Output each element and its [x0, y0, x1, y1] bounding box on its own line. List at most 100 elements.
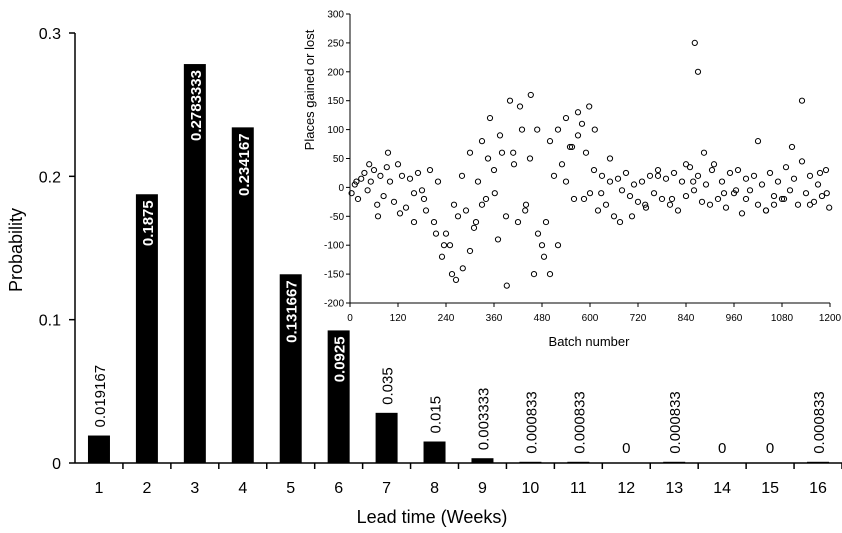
inset-x-tick-label: 480	[534, 313, 551, 324]
inset-y-tick-label: -150	[324, 270, 344, 281]
bar-9	[471, 458, 494, 463]
bar-13	[663, 461, 686, 463]
scatter-point	[726, 169, 734, 177]
scatter-point	[668, 195, 676, 203]
scatter-point	[598, 190, 605, 197]
scatter-point	[586, 190, 594, 197]
scatter-point	[370, 166, 378, 174]
bar-data-label-13: 0.000833	[667, 391, 684, 454]
bar-data-label-10: 0.000833	[523, 391, 540, 454]
scatter-point	[490, 166, 498, 174]
main-bar-chart: 00.10.20.3 1 2 3 4 5 6 7 8 9 10 11 12 13 14 15 16 0.019…	[6, 26, 842, 527]
scatter-point	[546, 138, 554, 145]
scatter-point	[691, 39, 698, 47]
scatter-point	[510, 161, 518, 168]
scatter-point	[354, 195, 362, 203]
bar-data-label-6: 0.0925	[332, 336, 349, 382]
scatter-point	[348, 190, 355, 197]
scatter-point	[650, 190, 658, 197]
inset-y-tick-label: 0	[338, 183, 344, 194]
bar-5	[279, 274, 302, 463]
inset-y-tick-label: 150	[327, 96, 344, 107]
scatter-point	[390, 198, 398, 205]
main-data-labels: 0.019167 0.1875 0.2783333 0.234167 0.131667 0…	[92, 70, 828, 457]
scatter-point	[700, 149, 708, 156]
scatter-point	[380, 192, 387, 200]
scatter-point	[654, 172, 662, 179]
inset-y-tick-label: -200	[324, 299, 344, 310]
bar-data-label-3: 0.2783333	[188, 70, 205, 141]
scatter-point	[361, 169, 368, 177]
inset-y-tick-label: -100	[324, 241, 344, 252]
scatter-point	[418, 187, 426, 194]
inset-x-tick-label: 240	[438, 313, 455, 324]
scatter-point	[706, 201, 714, 208]
scatter-point	[738, 210, 746, 217]
scatter-point	[430, 218, 438, 226]
main-x-tick-label: 4	[238, 480, 247, 497]
scatter-point	[364, 187, 371, 194]
scatter-point	[442, 230, 450, 237]
scatter-point	[586, 103, 593, 110]
scatter-point	[578, 120, 586, 127]
scatter-point	[742, 175, 750, 182]
scatter-point	[491, 190, 498, 197]
main-x-tick-label: 5	[286, 480, 295, 497]
scatter-point	[470, 224, 478, 231]
scatter-point	[616, 218, 624, 226]
main-x-tick-label: 14	[713, 480, 731, 497]
scatter-point	[410, 190, 418, 197]
scatter-point	[718, 178, 726, 185]
scatter-point	[606, 155, 614, 162]
bar-data-label-12: 0	[622, 440, 630, 457]
main-x-tick-label: 15	[761, 480, 779, 497]
inset-y-tick-label: 50	[333, 154, 345, 165]
scatter-point	[788, 143, 796, 151]
main-x-axis-title: Lead time (Weeks)	[357, 507, 508, 527]
scatter-point	[610, 213, 618, 220]
bar-data-label-4: 0.234167	[236, 133, 253, 196]
inset-y-axis-title: Places gained or lost	[302, 29, 317, 150]
bar-data-label-2: 0.1875	[140, 200, 157, 246]
main-y-axis-title: Probability	[6, 208, 26, 292]
scatter-point	[634, 198, 642, 205]
scatter-point	[606, 178, 614, 185]
scatter-point	[374, 201, 381, 208]
scatter-point	[527, 91, 534, 99]
scatter-point	[374, 213, 382, 220]
scatter-point	[398, 172, 406, 179]
scatter-point	[574, 109, 582, 116]
scatter-point	[598, 172, 606, 179]
scatter-point	[822, 166, 830, 174]
bar-data-label-16: 0.000833	[811, 391, 828, 454]
scatter-point	[478, 138, 486, 145]
bar-11	[567, 461, 590, 463]
scatter-point	[590, 166, 598, 174]
scatter-point	[666, 201, 674, 208]
scatter-point	[582, 149, 590, 156]
scatter-point	[522, 201, 530, 208]
scatter-point	[570, 195, 578, 203]
main-x-tick-label: 9	[478, 480, 487, 497]
scatter-point	[546, 271, 554, 278]
scatter-point	[414, 169, 422, 177]
main-x-ticks: 1 2 3 4 5 6 7 8 9 10 11 12 13 14 15 16	[95, 463, 842, 497]
scatter-point	[798, 158, 806, 165]
scatter-point	[682, 161, 690, 168]
inset-x-axis-title: Batch number	[549, 334, 631, 349]
scatter-point	[646, 172, 654, 179]
bar-1	[87, 435, 110, 463]
scatter-point	[762, 207, 770, 214]
scatter-point	[474, 178, 482, 185]
scatter-point	[458, 172, 466, 179]
scatter-point	[794, 201, 802, 208]
inset-x-tick-label: 600	[582, 313, 599, 324]
scatter-point	[710, 161, 718, 168]
bar-6	[327, 330, 350, 463]
scatter-point	[558, 161, 566, 168]
inset-x-tick-label: 720	[630, 313, 647, 324]
scatter-point	[502, 213, 510, 220]
scatter-point	[406, 175, 414, 182]
scatter-point	[614, 175, 622, 182]
main-x-tick-label: 6	[334, 480, 343, 497]
